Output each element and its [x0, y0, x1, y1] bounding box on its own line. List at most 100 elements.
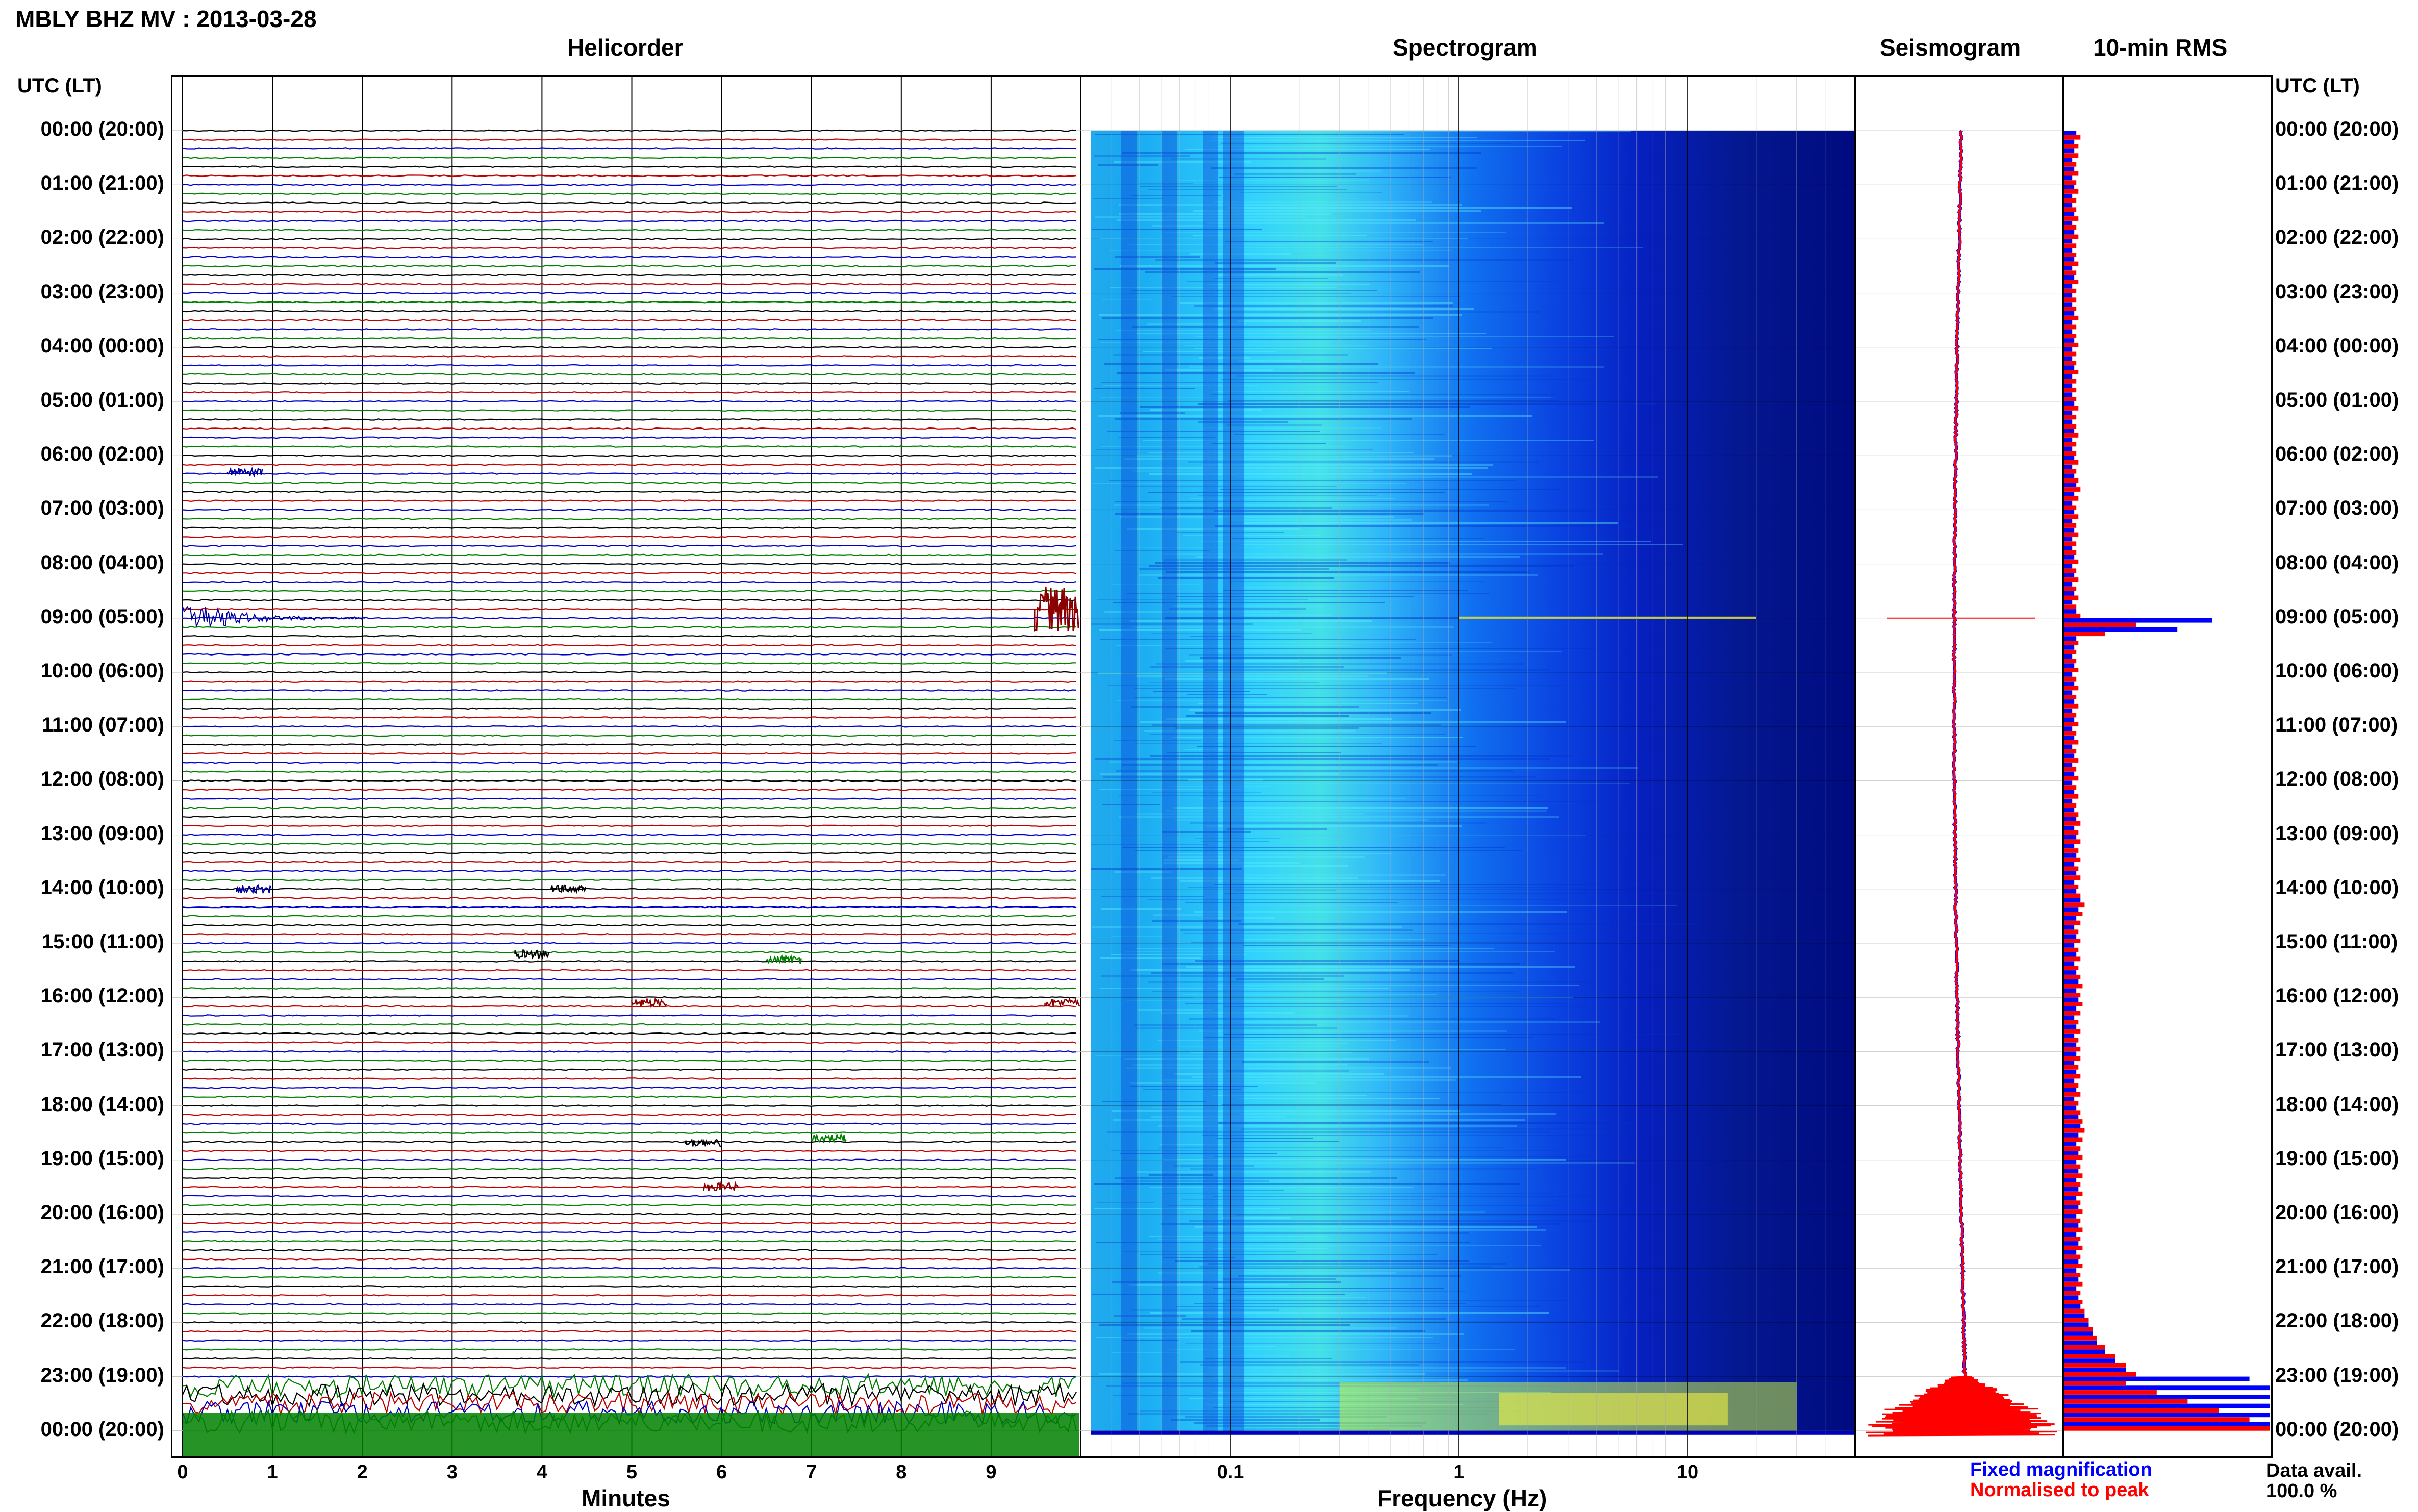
- rms-bar-normalised: [2064, 649, 2077, 654]
- rms-bar-normalised: [2064, 379, 2077, 384]
- spectrogram-streak: [1110, 287, 1337, 288]
- rms-bar-normalised: [2064, 758, 2079, 763]
- spectrogram-streak: [1096, 449, 1373, 450]
- spectrogram-streak: [1194, 1303, 1466, 1304]
- spectrogram-streak: [1203, 1229, 1546, 1231]
- spectrogram-streak: [1240, 1043, 1348, 1044]
- spectrogram-streak: [1209, 1367, 1566, 1369]
- rms-bar-fixed: [2064, 1313, 2085, 1318]
- helicorder-trace: [182, 635, 1077, 638]
- spectrogram-streak: [1227, 828, 1327, 830]
- spectrogram-streak: [1130, 620, 1372, 622]
- rms-bar-normalised: [2064, 613, 2081, 618]
- spectrogram-streak: [1119, 795, 1541, 796]
- spectrogram-streak: [1104, 363, 1378, 365]
- rms-bar-normalised: [2064, 433, 2079, 438]
- helicorder-trace: [182, 409, 1077, 412]
- spectrogram-streak: [1112, 1281, 1341, 1283]
- spectrogram-streak: [1203, 917, 1275, 919]
- rms-bar-fixed: [2064, 401, 2075, 406]
- rms-bar-fixed: [2064, 726, 2073, 731]
- spectrogram-streak: [1143, 1089, 1241, 1090]
- helicorder-tick-label: 8: [896, 1461, 907, 1483]
- spectrogram-streak: [1241, 1113, 1556, 1115]
- spectrogram-streak: [1126, 1067, 1451, 1069]
- helicorder-trace: [182, 1095, 1077, 1098]
- helicorder-tick-label: 6: [716, 1461, 727, 1483]
- helicorder-trace: [182, 797, 1077, 800]
- helicorder-tick-label: 9: [986, 1461, 997, 1483]
- rms-panel: [2062, 75, 2273, 1458]
- rms-bar-fixed: [2064, 564, 2073, 569]
- spectrogram-streak: [1101, 975, 1344, 977]
- spectrogram-streak: [1191, 942, 1632, 943]
- spectrogram-streak: [1117, 372, 1415, 374]
- spectrogram-streak: [1091, 623, 1253, 625]
- rms-bar-fixed: [2064, 221, 2073, 225]
- spectrogram-panel: [1091, 75, 1856, 1458]
- helicorder-trace: [182, 752, 1077, 755]
- spectrogram-streak: [1102, 1101, 1206, 1102]
- spectrogram-streak: [1117, 645, 1351, 646]
- row-label-left: 10:00 (06:00): [40, 660, 164, 682]
- spectrogram-streak: [1113, 1119, 1525, 1121]
- spectrogram-streak: [1182, 1199, 1433, 1200]
- spectrogram-streak: [1159, 1147, 1503, 1148]
- spectrogram-streak: [1219, 274, 1343, 276]
- helicorder-trace: [182, 1381, 1077, 1408]
- spectrogram-streak: [1149, 1236, 1327, 1237]
- rms-bar-fixed: [2064, 853, 2077, 858]
- helicorder-trace: [182, 509, 1077, 511]
- spectrogram-streak: [1115, 871, 1172, 873]
- spectrogram-streak: [1242, 1021, 1600, 1023]
- row-label-right: 09:00 (05:00): [2275, 605, 2399, 628]
- rms-bar-fixed: [2064, 997, 2079, 1002]
- spectrogram-streak: [1206, 1425, 1422, 1427]
- rms-bar-fixed: [2064, 266, 2073, 271]
- rms-bar-fixed: [2064, 365, 2075, 370]
- spectrogram-streak: [1234, 905, 1677, 906]
- rms-bar-fixed: [2064, 591, 2075, 596]
- rms-bar-normalised: [2064, 1164, 2081, 1169]
- spectrogram-streak: [1147, 323, 1246, 325]
- event-trace: [1044, 996, 1080, 1008]
- seismogram-plot: [1856, 130, 2062, 1437]
- helicorder-trace: [183, 201, 1077, 204]
- spectrogram-streak: [1099, 1324, 1350, 1326]
- rms-bar-fixed: [2064, 510, 2075, 515]
- spectrogram-band: [1223, 131, 1244, 1431]
- rms-bar-normalised: [2064, 1191, 2083, 1196]
- spectrogram-streak: [1187, 281, 1557, 282]
- rms-bar-normalised: [2064, 1291, 2081, 1296]
- rms-bar-normalised: [2064, 388, 2077, 393]
- rms-bar-normalised: [2064, 234, 2079, 239]
- helicorder-trace: [182, 1267, 1077, 1270]
- rms-bar-normalised: [2064, 1182, 2081, 1187]
- spectrogram-streak: [1150, 666, 1344, 668]
- rms-bar-normalised: [2064, 1308, 2085, 1314]
- spectrogram-streak: [1185, 1211, 1485, 1213]
- rms-bar-fixed: [2064, 780, 2073, 786]
- helicorder-trace: [182, 788, 1077, 791]
- spectrogram-streak: [1127, 528, 1301, 530]
- spectrogram-streak: [1238, 923, 1695, 925]
- spectrogram-streak: [1189, 709, 1461, 711]
- helicorder-trace: [182, 680, 1077, 683]
- spectrogram-streak: [1240, 192, 1382, 193]
- helicorder-trace: [182, 129, 1077, 132]
- row-label-right: 06:00 (02:00): [2275, 443, 2399, 466]
- spectrogram-streak: [1093, 198, 1163, 199]
- rms-bar-normalised: [2064, 1245, 2083, 1250]
- helicorder-tick-label: 7: [806, 1461, 817, 1483]
- spectrogram-streak: [1131, 290, 1377, 291]
- spectrogram-streak: [1228, 1269, 1570, 1271]
- helicorder-trace: [182, 1005, 1077, 1008]
- rms-bar-normalised: [2064, 1417, 2250, 1422]
- spectrogram-streak: [1194, 911, 1567, 913]
- rms-bar-normalised: [2064, 1200, 2081, 1205]
- spectrogram-streak: [1166, 810, 1547, 812]
- helicorder-trace: [182, 246, 1077, 249]
- helicorder-title: Helicorder: [567, 34, 684, 61]
- rms-bar-fixed: [2064, 483, 2077, 488]
- spectrogram-streak: [1152, 920, 1241, 922]
